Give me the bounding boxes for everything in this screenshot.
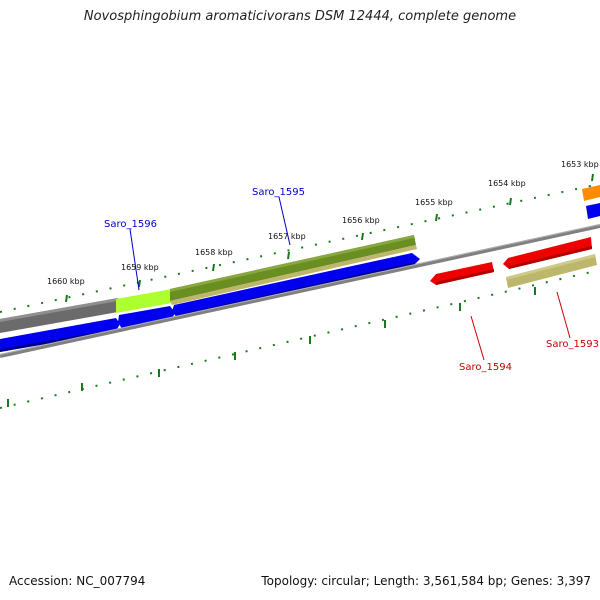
orange-feature-edge[interactable] bbox=[582, 185, 600, 201]
blue-cds-arrow-saro-1596[interactable] bbox=[118, 306, 175, 329]
lime-feature-saro-1596[interactable] bbox=[116, 289, 172, 313]
gene-label-saro-1594[interactable]: Saro_1594 bbox=[459, 362, 512, 373]
khaki-feature-saro-1593[interactable] bbox=[506, 254, 597, 288]
accession-text: Accession: NC_007794 bbox=[9, 574, 146, 588]
reverse-cds-track bbox=[430, 237, 592, 285]
major-tick-1654 bbox=[509, 197, 512, 206]
major-tick-1659 bbox=[138, 279, 141, 288]
outer-tick-row bbox=[0, 173, 600, 313]
gene-label-leaders bbox=[129, 196, 571, 361]
scale-label: 1657 kbp bbox=[268, 232, 306, 241]
major-tick-1655 bbox=[435, 213, 438, 222]
major-tick-1653 bbox=[591, 173, 594, 182]
scale-label: 1654 kbp bbox=[488, 179, 526, 188]
scale-labels: 1653 kbp 1654 kbp 1655 kbp 1656 kbp 1657… bbox=[47, 160, 599, 286]
major-tick-1658 bbox=[212, 263, 215, 272]
scale-label: 1658 kbp bbox=[195, 248, 233, 257]
major-tick-1656 bbox=[361, 232, 364, 241]
gene-label-saro-1593[interactable]: Saro_1593 bbox=[546, 339, 599, 350]
major-tick-1657 bbox=[287, 251, 290, 260]
red-cds-arrow-saro-1593[interactable] bbox=[503, 237, 592, 269]
backbone-line bbox=[0, 224, 600, 358]
red-cds-arrow-saro-1594[interactable] bbox=[430, 262, 494, 285]
olive-feature-saro-1595[interactable] bbox=[170, 235, 416, 301]
blue-cds-arrow[interactable] bbox=[0, 318, 120, 352]
gene-labels: Saro_1595 Saro_1596 Saro_1594 Saro_1593 bbox=[104, 187, 599, 373]
blue-cds-arrow-saro-1595[interactable] bbox=[172, 253, 420, 318]
reverse-feature-track bbox=[506, 254, 597, 288]
gene-label-saro-1595[interactable]: Saro_1595 bbox=[252, 187, 305, 198]
forward-feature-track bbox=[0, 235, 417, 333]
scale-label: 1660 kbp bbox=[47, 277, 85, 286]
genome-summary-text: Topology: circular; Length: 3,561,584 bp… bbox=[261, 574, 591, 588]
blue-cds-arrow-edge[interactable] bbox=[586, 203, 600, 219]
inner-tick-row bbox=[0, 269, 600, 409]
scale-label: 1659 kbp bbox=[121, 263, 159, 272]
scale-label: 1655 kbp bbox=[415, 198, 453, 207]
major-tick-1660 bbox=[65, 294, 68, 303]
gray-feature[interactable] bbox=[0, 298, 118, 333]
gene-label-saro-1596[interactable]: Saro_1596 bbox=[104, 219, 157, 230]
scale-label: 1656 kbp bbox=[342, 216, 380, 225]
scale-label: 1653 kbp bbox=[561, 160, 599, 169]
genome-backbone bbox=[0, 224, 600, 358]
map-title: Novosphingobium aromaticivorans DSM 1244… bbox=[83, 9, 517, 24]
